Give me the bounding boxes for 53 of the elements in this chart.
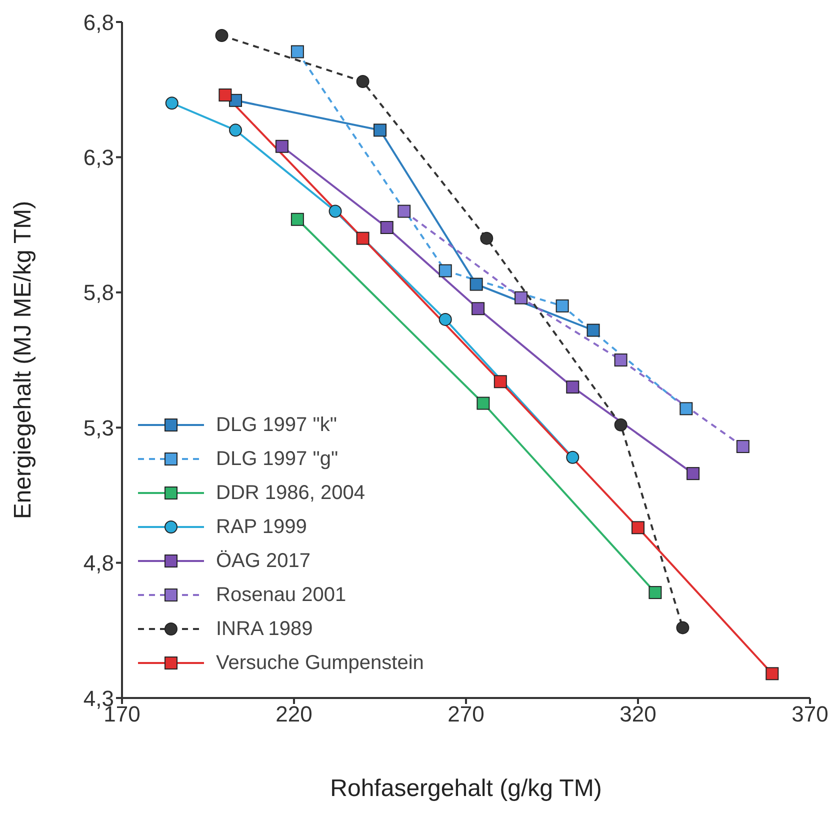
y-axis-title: Energiegehalt (MJ ME/kg TM) [10,200,37,520]
point [736,440,750,454]
point [218,88,232,102]
x-tick-label: 320 [620,702,656,727]
legend-label: Versuche Gumpenstein [216,652,424,674]
point [398,204,411,218]
point [676,621,690,634]
point [648,586,662,600]
point [556,299,569,312]
point [476,396,490,410]
point [380,221,394,234]
point [680,402,693,416]
y-tick-label: 5,8 [83,280,114,306]
x-tick-label: 270 [448,702,484,727]
y-tick-label: 5,3 [83,415,114,440]
point [480,232,494,245]
point [472,302,485,316]
point [438,264,452,278]
point [215,29,228,42]
y-tick-label: 6,3 [83,145,114,170]
x-tick-label: 370 [792,702,828,727]
legend-label: RAP 1999 [216,516,307,538]
legend-label: DDR 1986, 2004 [216,482,365,504]
point [328,204,342,218]
legend-label: ÖAG 2017 [216,550,311,572]
point [438,312,452,326]
y-tick-label: 4,8 [83,550,114,576]
point [686,467,700,480]
point [374,124,386,137]
point [566,450,580,464]
point [470,278,483,291]
point [290,45,304,58]
point [165,96,178,110]
point [356,74,370,88]
point [514,291,528,304]
x-tick-label: 220 [276,702,312,727]
point [614,418,628,432]
point [494,375,507,388]
point [356,232,370,245]
y-tick-label: 6,8 [83,10,114,35]
point [229,124,242,137]
legend-label: Rosenau 2001 [216,584,346,606]
point [275,140,288,153]
x-axis-title: Rohfasergehalt (g/kg TM) [330,775,602,802]
point [586,324,600,337]
point [614,354,628,366]
legend-label: DLG 1997 "k" [216,414,337,436]
point [632,521,644,534]
point [290,212,304,226]
point [766,667,779,680]
legend-label: DLG 1997 "g" [216,448,338,470]
legend-label: INRA 1989 [216,618,313,640]
point [566,380,580,394]
